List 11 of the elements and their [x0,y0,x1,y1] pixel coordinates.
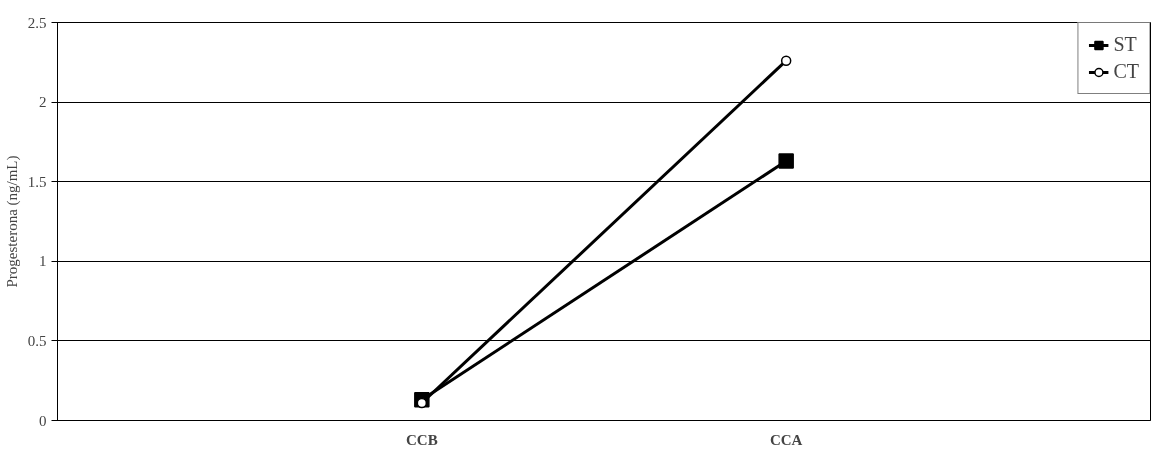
y-tick-label: 1.5 [27,173,47,190]
y-tick-label: 0.5 [27,332,47,349]
x-tick-label: CCA [769,431,803,448]
legend-label: ST [1113,33,1137,56]
y-tick-label: 2 [39,94,47,111]
y-tick-label: 0 [39,412,47,429]
y-tick-label: 1 [39,253,47,270]
y-axis-title: Progesterona (ng/mL) [3,155,21,288]
x-tick-label: CCB [406,431,438,448]
legend-label: CT [1113,60,1139,83]
y-tick-label: 2.5 [27,14,47,31]
